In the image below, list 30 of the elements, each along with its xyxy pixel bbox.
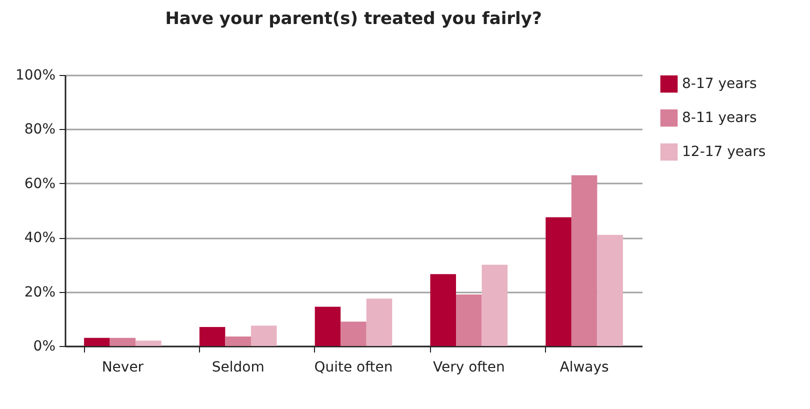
y-tick-label: 20% [24, 284, 56, 300]
bar [250, 326, 277, 346]
bar [482, 264, 508, 346]
legend-label: 8-11 years [682, 110, 757, 126]
chart-title: Have your parent(s) treated you fairly? [165, 9, 542, 29]
x-tick-label: Seldom [212, 360, 264, 376]
bar [571, 175, 598, 346]
bar [199, 327, 226, 346]
bar [136, 340, 162, 346]
x-tick-label: Never [102, 360, 144, 376]
y-tick-label: 80% [24, 122, 56, 138]
bar [546, 217, 572, 346]
bar [225, 336, 251, 346]
bar [597, 234, 623, 346]
bar [340, 322, 366, 346]
legend-label: 8-17 years [682, 76, 757, 92]
bar [430, 274, 456, 346]
y-tick-label: 40% [24, 230, 56, 246]
y-tick-label: 100% [15, 68, 56, 84]
bar [366, 298, 392, 346]
bar [314, 306, 341, 346]
x-tick-label: Always [560, 360, 609, 376]
x-tick-label: Quite often [314, 360, 393, 376]
legend-label: 12-17 years [682, 144, 766, 160]
bar [84, 338, 110, 346]
bar [456, 294, 482, 346]
y-tick-label: 60% [24, 176, 56, 192]
bar [110, 338, 136, 346]
y-tick-label: 0% [33, 338, 56, 354]
x-tick-label: Very often [432, 360, 505, 376]
